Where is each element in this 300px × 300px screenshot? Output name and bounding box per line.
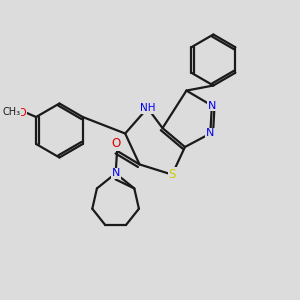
Text: S: S <box>168 168 176 181</box>
Text: N: N <box>111 168 120 178</box>
Text: N: N <box>206 128 214 139</box>
Text: N: N <box>208 100 216 111</box>
Text: O: O <box>111 137 120 150</box>
Text: O: O <box>18 107 26 118</box>
Text: NH: NH <box>140 103 155 113</box>
Text: CH₃: CH₃ <box>2 107 20 117</box>
